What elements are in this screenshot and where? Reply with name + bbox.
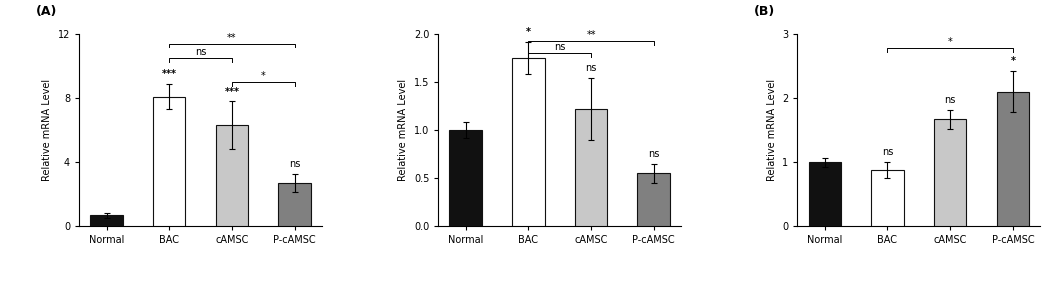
Text: ns: ns — [882, 147, 893, 157]
Bar — [215, 125, 248, 226]
Text: ns: ns — [585, 63, 597, 73]
Bar — [638, 173, 670, 226]
Bar — [574, 109, 607, 226]
Y-axis label: Relative mRNA Level: Relative mRNA Level — [767, 79, 776, 181]
Text: ns: ns — [554, 42, 565, 52]
Text: *: * — [1011, 56, 1015, 66]
Bar — [997, 92, 1030, 226]
Bar — [153, 97, 186, 226]
Text: (A): (A) — [36, 5, 57, 18]
Text: ns: ns — [289, 159, 300, 170]
Text: *: * — [948, 37, 953, 47]
Bar — [871, 170, 904, 226]
Bar — [934, 119, 966, 226]
Text: *: * — [261, 71, 265, 81]
Text: *: * — [526, 27, 531, 37]
Y-axis label: Relative mRNA Level: Relative mRNA Level — [398, 79, 409, 181]
Text: ns: ns — [195, 47, 206, 57]
Bar — [809, 162, 842, 226]
Y-axis label: Relative mRNA Level: Relative mRNA Level — [42, 79, 52, 181]
Text: **: ** — [227, 33, 237, 43]
Bar — [90, 215, 122, 226]
Text: (B): (B) — [754, 5, 775, 18]
Text: ***: *** — [162, 69, 176, 79]
Bar — [512, 58, 545, 226]
Text: ***: *** — [224, 87, 240, 97]
Bar — [450, 130, 482, 226]
Text: ns: ns — [648, 149, 659, 159]
Bar — [278, 183, 310, 226]
Text: ns: ns — [944, 95, 956, 105]
Text: **: ** — [586, 30, 596, 40]
